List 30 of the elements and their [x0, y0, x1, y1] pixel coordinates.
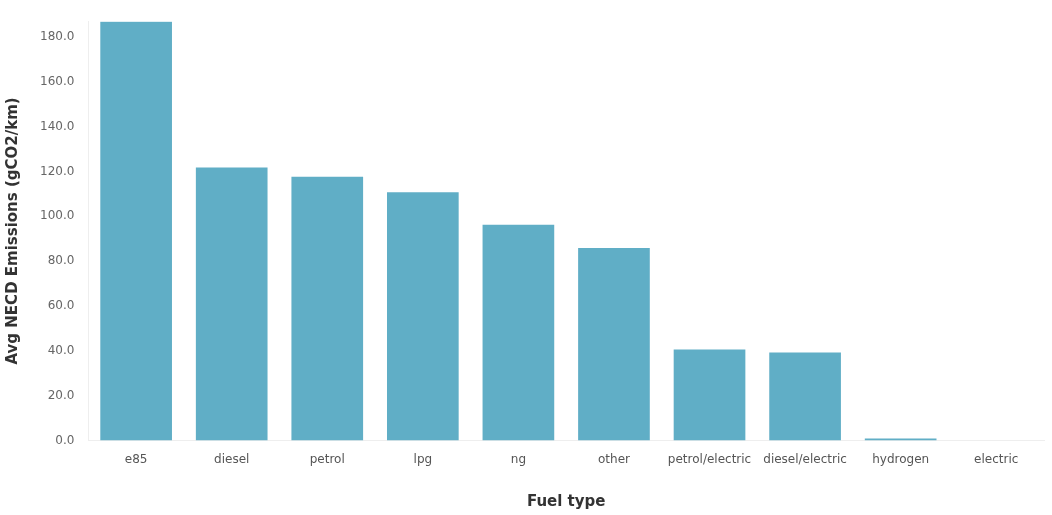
- bar: [769, 352, 841, 441]
- y-tick-label: 160.0: [39, 73, 75, 88]
- y-tick-label: 100.0: [39, 208, 75, 223]
- x-tick-label: petrol/electric: [667, 451, 752, 466]
- y-tick-label: 80.0: [47, 253, 75, 268]
- x-tick-label: diesel/electric: [763, 451, 847, 466]
- x-tick-label: electric: [974, 451, 1019, 466]
- x-axis-title: Fuel type: [526, 491, 606, 510]
- bar: [482, 224, 555, 441]
- y-axis-title: Avg NECD Emissions (gCO2/km): [2, 97, 21, 365]
- y-tick-label: 120.0: [39, 163, 75, 178]
- bar: [195, 167, 268, 441]
- x-tick-label: petrol: [309, 451, 345, 466]
- y-tick-label: 140.0: [39, 118, 75, 133]
- x-tick-label: other: [597, 451, 631, 466]
- bar: [578, 247, 650, 441]
- bar: [673, 349, 746, 441]
- x-tick-label: diesel: [214, 451, 250, 466]
- x-tick-label: ng: [510, 451, 527, 466]
- x-tick-label: e85: [124, 451, 148, 466]
- y-tick-label: 20.0: [47, 387, 75, 402]
- bar: [291, 176, 364, 441]
- y-tick-label: 60.0: [47, 298, 75, 313]
- bar: [386, 192, 459, 441]
- x-tick-label: hydrogen: [872, 451, 930, 466]
- x-tick-label: lpg: [413, 451, 433, 466]
- y-tick-label: 180.0: [39, 29, 75, 44]
- y-tick-label: 0.0: [55, 432, 75, 447]
- y-tick-label: 40.0: [47, 343, 75, 358]
- bar: [100, 21, 172, 441]
